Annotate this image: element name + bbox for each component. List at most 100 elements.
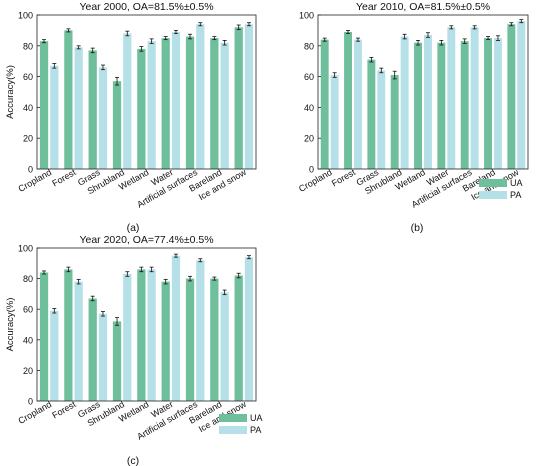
y-tick-label: 80 bbox=[304, 41, 314, 51]
bar-ua-bareland bbox=[210, 38, 219, 169]
legend: UA PA bbox=[479, 178, 523, 200]
error-bar bbox=[66, 266, 71, 273]
error-bar bbox=[125, 271, 130, 277]
error-bar bbox=[173, 29, 178, 34]
error-bar bbox=[188, 33, 193, 40]
error-bar bbox=[52, 308, 57, 314]
legend-swatch-pa bbox=[219, 426, 247, 434]
error-bar bbox=[519, 19, 524, 24]
bar-pa-ice-and-snow bbox=[244, 24, 254, 169]
error-bar bbox=[76, 278, 81, 285]
panel-label: (a) bbox=[127, 222, 140, 234]
error-bar bbox=[355, 37, 360, 42]
bar-ua-forest bbox=[344, 31, 352, 169]
bar-ua-bareland bbox=[484, 38, 492, 169]
y-tick-label: 40 bbox=[304, 103, 314, 113]
chart-panel-1: Year 2000, OA=81.5%±0.5%CroplandForestGr… bbox=[5, 1, 257, 234]
bar-pa-shrubland bbox=[123, 274, 132, 401]
y-tick-label: 0 bbox=[309, 165, 314, 175]
y-tick-label: 20 bbox=[23, 134, 33, 144]
error-bar bbox=[198, 258, 203, 263]
y-tick-label: 0 bbox=[28, 397, 33, 407]
y-tick-label: 80 bbox=[23, 274, 33, 284]
x-tick-label: Cropland bbox=[17, 399, 54, 426]
bar-pa-wetland bbox=[147, 269, 156, 401]
x-tick-label: Cropland bbox=[297, 167, 334, 194]
bar-ua-wetland bbox=[137, 269, 146, 401]
error-bar bbox=[76, 45, 81, 50]
y-tick-label: 100 bbox=[18, 244, 33, 254]
error-bar bbox=[236, 272, 241, 279]
error-bar bbox=[125, 30, 130, 37]
error-bar bbox=[449, 25, 454, 30]
legend-label-ua: UA bbox=[250, 413, 263, 423]
bar-pa-shrubland bbox=[123, 33, 132, 170]
bar-pa-artificial-surfaces bbox=[196, 260, 205, 401]
y-tick-label: 40 bbox=[23, 335, 33, 345]
error-bar bbox=[100, 311, 105, 317]
error-bar bbox=[332, 72, 337, 78]
bar-pa-forest bbox=[74, 281, 83, 401]
bar-ua-shrubland bbox=[112, 81, 122, 169]
error-bar bbox=[425, 32, 430, 38]
bar-pa-wetland bbox=[147, 41, 156, 169]
error-bar bbox=[322, 37, 327, 42]
chart-title: Year 2000, OA=81.5%±0.5% bbox=[79, 1, 213, 13]
error-bar bbox=[222, 289, 227, 296]
error-bar bbox=[163, 278, 168, 285]
error-bar bbox=[509, 22, 514, 27]
bar-pa-grass bbox=[377, 70, 386, 169]
chart-panel-3: Year 2020, OA=77.4%±0.5%CroplandForestGr… bbox=[5, 234, 263, 466]
error-bar bbox=[236, 24, 241, 31]
bar-ua-ice-and-snow bbox=[234, 275, 243, 401]
plot-frame bbox=[36, 247, 257, 402]
error-bar bbox=[472, 25, 477, 30]
error-bar bbox=[139, 266, 144, 273]
error-bar bbox=[346, 29, 351, 34]
panel-label: (c) bbox=[127, 455, 139, 466]
bar-ua-wetland bbox=[414, 42, 422, 169]
error-bar bbox=[246, 255, 251, 260]
legend-label-ua: UA bbox=[510, 178, 523, 188]
error-bar bbox=[188, 275, 193, 282]
y-tick-label: 0 bbox=[28, 165, 33, 175]
legend-label-pa: PA bbox=[250, 425, 261, 435]
error-bar bbox=[149, 38, 154, 44]
error-bar bbox=[369, 56, 374, 63]
bar-pa-grass bbox=[98, 67, 108, 169]
bar-pa-ice-and-snow bbox=[517, 21, 526, 169]
error-bar bbox=[115, 317, 120, 326]
bar-ua-artificial-surfaces bbox=[185, 36, 195, 170]
bar-ua-ice-and-snow bbox=[234, 27, 243, 169]
chart-title: Year 2010, OA=81.5%±0.5% bbox=[356, 1, 490, 13]
bar-pa-ice-and-snow bbox=[244, 257, 254, 401]
bar-pa-cropland bbox=[50, 65, 59, 169]
error-bar bbox=[416, 40, 421, 46]
y-axis-label: Accuracy(%) bbox=[5, 298, 16, 352]
error-bar bbox=[379, 67, 384, 74]
x-tick-label: Forest bbox=[330, 167, 358, 189]
bar-ua-ice-and-snow bbox=[507, 24, 516, 169]
bar-pa-grass bbox=[98, 313, 108, 401]
y-tick-label: 20 bbox=[23, 366, 33, 376]
error-bar bbox=[222, 40, 227, 46]
bar-ua-water bbox=[161, 281, 170, 401]
bar-ua-water bbox=[161, 38, 170, 169]
plot-frame bbox=[317, 14, 529, 170]
bar-ua-cropland bbox=[39, 272, 49, 401]
y-tick-label: 60 bbox=[23, 72, 33, 82]
error-bar bbox=[66, 28, 71, 33]
y-axis-label: Accuracy(%) bbox=[5, 65, 16, 119]
error-bar bbox=[42, 270, 47, 275]
bar-ua-water bbox=[437, 42, 446, 169]
bar-pa-bareland bbox=[220, 42, 229, 169]
error-bar bbox=[486, 36, 491, 41]
error-bar bbox=[198, 22, 203, 27]
bar-ua-artificial-surfaces bbox=[185, 278, 195, 401]
bar-ua-grass bbox=[88, 50, 97, 169]
y-tick-label: 40 bbox=[23, 103, 33, 113]
legend-swatch-ua bbox=[219, 414, 247, 422]
plot-frame bbox=[36, 14, 257, 170]
chart-title: Year 2020, OA=77.4%±0.5% bbox=[79, 234, 213, 246]
error-bar bbox=[149, 266, 154, 273]
